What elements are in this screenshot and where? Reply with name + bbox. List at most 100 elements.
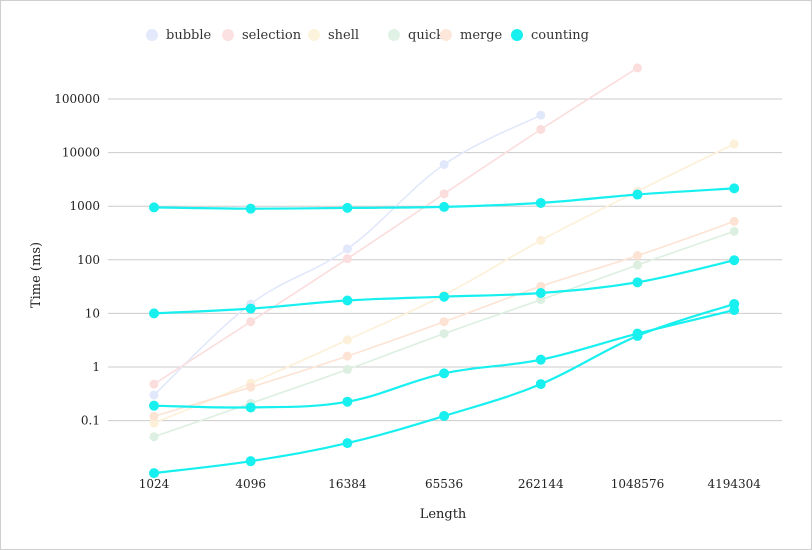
data-point-counting — [342, 295, 353, 306]
series-merge-4 — [149, 216, 739, 421]
data-point-bubble — [536, 110, 546, 120]
legend-item-counting[interactable]: counting — [511, 28, 589, 43]
series-bubble-0 — [149, 110, 546, 400]
data-point-counting — [245, 456, 256, 467]
series-counting-5 — [149, 183, 740, 214]
data-point-counting — [149, 400, 159, 411]
data-point-bubble — [342, 244, 352, 254]
data-point-quick — [729, 226, 739, 236]
x-tick-label: 65536 — [425, 477, 463, 491]
data-point-bubble — [149, 390, 159, 400]
data-point-counting — [632, 189, 643, 200]
y-tick-label: 10 — [85, 306, 100, 320]
data-point-counting — [535, 354, 546, 365]
y-tick-labels: 0.1 1 10 100 1000 10000 100000 — [54, 92, 100, 428]
data-point-counting — [439, 291, 450, 302]
series-quick-3 — [149, 226, 739, 442]
data-point-bubble — [439, 159, 449, 169]
data-point-merge — [633, 251, 642, 261]
legend[interactable]: bubble selection shell quick merge counting — [146, 28, 589, 43]
legend-marker-quick — [388, 29, 400, 41]
series-line-shell — [153, 143, 735, 424]
data-point-merge — [149, 411, 159, 421]
data-point-counting — [439, 410, 450, 421]
legend-marker-counting — [511, 29, 523, 41]
data-point-quick — [439, 329, 449, 339]
data-point-merge — [439, 317, 449, 327]
data-point-selection — [536, 124, 546, 134]
data-point-shell — [729, 139, 739, 149]
series-line-counting — [153, 259, 735, 315]
data-point-counting — [729, 298, 740, 309]
x-tick-labels: 1024 4096 16384 65536 262144 1048576 4194304 — [139, 477, 762, 491]
series-selection-1 — [149, 63, 642, 389]
series-counting-8 — [149, 298, 740, 479]
y-tick-label: 0.1 — [81, 414, 100, 428]
y-tick-label: 1000 — [69, 199, 100, 213]
legend-item-quick[interactable]: quick — [388, 28, 444, 43]
data-point-selection — [633, 63, 642, 73]
data-point-counting — [632, 277, 643, 288]
data-point-counting — [342, 438, 353, 449]
data-point-selection — [246, 317, 256, 327]
data-point-quick — [149, 432, 159, 442]
legend-label-quick: quick — [408, 28, 444, 43]
data-point-counting — [632, 330, 643, 341]
legend-item-merge[interactable]: merge — [440, 28, 503, 43]
legend-label-counting: counting — [531, 28, 589, 43]
x-tick-label: 262144 — [518, 477, 564, 491]
data-point-counting — [245, 203, 256, 214]
legend-item-selection[interactable]: selection — [222, 28, 302, 43]
data-point-shell — [149, 418, 159, 428]
data-point-shell — [536, 235, 546, 245]
y-tick-label: 100 — [77, 253, 100, 267]
y-tick-label: 100000 — [54, 92, 100, 106]
legend-marker-selection — [222, 29, 234, 41]
legend-label-bubble: bubble — [166, 28, 211, 43]
data-point-counting — [729, 183, 740, 194]
data-point-counting — [149, 468, 159, 479]
data-point-counting — [535, 288, 546, 299]
x-tick-label: 16384 — [328, 477, 367, 491]
data-point-counting — [245, 402, 256, 413]
data-point-counting — [149, 308, 159, 319]
x-tick-label: 4194304 — [707, 477, 761, 491]
data-point-merge — [729, 216, 739, 226]
data-point-quick — [342, 364, 352, 374]
legend-marker-shell — [308, 29, 320, 41]
x-tick-label: 4096 — [235, 477, 266, 491]
legend-label-shell: shell — [328, 28, 359, 43]
data-point-selection — [439, 189, 449, 199]
legend-item-bubble[interactable]: bubble — [146, 28, 211, 43]
data-point-merge — [342, 351, 352, 361]
x-tick-label: 1024 — [139, 477, 170, 491]
series-counting-6 — [149, 255, 740, 319]
data-point-counting — [439, 201, 450, 212]
series-line-selection — [153, 67, 638, 385]
series-shell-2 — [149, 139, 739, 428]
data-point-quick — [633, 260, 642, 270]
x-axis-title: Length — [420, 507, 467, 522]
data-point-selection — [149, 379, 159, 389]
data-point-shell — [342, 335, 352, 345]
legend-marker-bubble — [146, 29, 158, 41]
data-point-counting — [439, 368, 450, 379]
series-layer — [149, 63, 740, 479]
data-point-counting — [535, 379, 546, 390]
legend-label-merge: merge — [460, 28, 503, 43]
data-point-counting — [149, 202, 159, 213]
y-tick-label: 10000 — [62, 146, 100, 160]
y-tick-label: 1 — [92, 360, 100, 374]
x-tick-label: 1048576 — [611, 477, 664, 491]
data-point-counting — [535, 197, 546, 208]
data-point-merge — [246, 382, 256, 392]
data-point-counting — [342, 396, 353, 407]
data-point-selection — [342, 254, 352, 264]
y-axis-title: Time (ms) — [29, 242, 44, 308]
legend-marker-merge — [440, 29, 452, 41]
data-point-counting — [342, 202, 353, 213]
legend-item-shell[interactable]: shell — [308, 28, 359, 43]
data-point-counting — [729, 255, 740, 266]
data-point-counting — [245, 303, 256, 314]
